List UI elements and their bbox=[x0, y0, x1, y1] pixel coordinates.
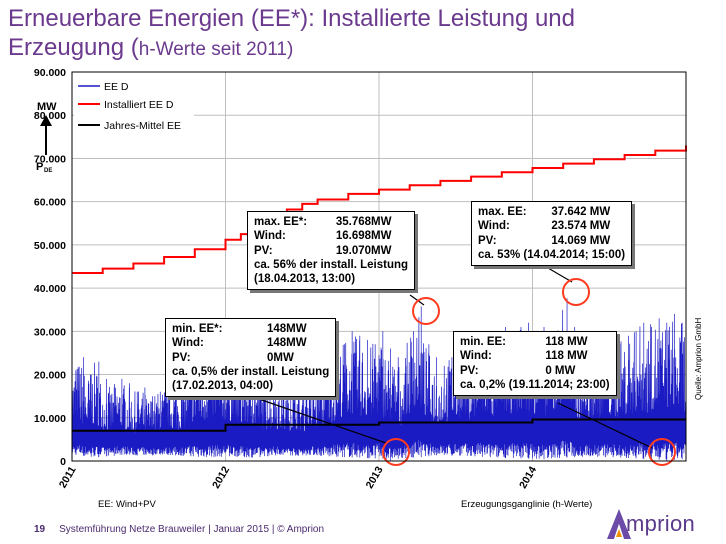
max2014-row2-key: Wind: bbox=[478, 220, 510, 233]
max2014-row1-value: 37.642 MW bbox=[551, 206, 611, 218]
axis-unit-label: MW bbox=[37, 101, 57, 113]
title-line-2: Erzeugung (h-Werte seit 2011) bbox=[8, 33, 575, 64]
x-tick-label: 2013 bbox=[364, 464, 386, 490]
x-tick-label: 2014 bbox=[517, 464, 539, 490]
min2014-row4: ca. 0,2% (19.11.2014; 23:00) bbox=[460, 378, 610, 391]
min2013-row5: (17.02.2013, 04:00) bbox=[172, 380, 274, 393]
min2014-row2-value: 118 MW bbox=[545, 350, 588, 363]
min2014-row3-value: 0 MW bbox=[545, 364, 576, 377]
y-axis-tick-labels: 0 10.000 20.000 30.000 40.000 50.000 60.000 70.… bbox=[34, 67, 66, 468]
annotation-leader-lines bbox=[255, 267, 653, 449]
ee-d-line bbox=[71, 298, 687, 461]
plot-frame bbox=[71, 71, 687, 462]
min2014-row1-key: min. EE: bbox=[460, 336, 507, 348]
y-tick-label: 90.000 bbox=[34, 67, 66, 79]
slide-footer: 19 Systemführung Netze Brauweiler | Janua… bbox=[34, 524, 324, 535]
min2013-row3-key: PV: bbox=[172, 351, 191, 364]
title-line-2-sub: h-Werte seit 2011) bbox=[138, 39, 294, 60]
legend-label-installed: Installiert EE D bbox=[104, 99, 174, 111]
page-number: 19 bbox=[34, 524, 46, 535]
max2014-row4: ca. 53% (14.04.2014; 15:00) bbox=[478, 248, 626, 261]
max2014-row3-value: 14.069 MW bbox=[551, 234, 611, 247]
leader-max-2013 bbox=[409, 294, 425, 306]
slide-title: Erneuerbare Energien (EE*): Installierte… bbox=[8, 4, 575, 64]
y-tick-label: 20.000 bbox=[34, 370, 66, 382]
highlight-circle bbox=[648, 438, 676, 466]
y-tick-label: 10.000 bbox=[34, 413, 66, 425]
annotation-max-2013: max. EE*: 35.768MW Wind: 16.698MW PV: 19.07… bbox=[247, 211, 416, 291]
min2013-row1-value: 148MW bbox=[266, 323, 307, 335]
highlight-circles bbox=[382, 278, 676, 466]
x-tick-label: 2012 bbox=[210, 464, 232, 490]
annotation-min-2013: min. EE*: 148MW Wind: 148MW PV: 0MW ca. 0,5… bbox=[165, 318, 337, 398]
y-tick-label: 50.000 bbox=[34, 240, 66, 252]
title-line-2-prefix: Erzeugung ( bbox=[8, 34, 139, 61]
axis-symbol-subscript: DE bbox=[44, 168, 52, 174]
note-ee-definition: EE: Wind+PV bbox=[98, 499, 156, 510]
x-tick-label: 2011 bbox=[57, 464, 79, 490]
max2013-row3-value: 19.070MW bbox=[335, 244, 392, 257]
highlight-circle bbox=[562, 278, 590, 306]
note-generation-curve: Erzeugungsganglinie (h-Werte) bbox=[461, 499, 593, 510]
min2013-row2-value: 148MW bbox=[266, 337, 307, 350]
title-line-1: Erneuerbare Energien (EE*): Installierte… bbox=[8, 5, 575, 32]
highlight-circle bbox=[412, 297, 440, 325]
amprion-logo: mprion bbox=[606, 508, 718, 540]
min2014-row3-key: PV: bbox=[460, 364, 479, 377]
y-tick-label: 0 bbox=[60, 456, 66, 468]
max2013-row1-key: max. EE*: bbox=[254, 216, 308, 228]
annual-mean-series bbox=[72, 418, 686, 432]
max2014-row3-key: PV: bbox=[478, 234, 497, 247]
y-tick-label: 60.000 bbox=[34, 197, 66, 209]
axis-unit-annotation: MW P DE bbox=[36, 101, 57, 174]
annotation-max-2014: max. EE: 37.642 MW Wind: 23.574 MW PV: 14.0… bbox=[471, 201, 633, 267]
y-tick-label: 80.000 bbox=[34, 110, 66, 122]
axis-arrow-head bbox=[40, 115, 52, 126]
x-axis-tick-labels: 2011 2012 2013 2014 bbox=[57, 464, 539, 490]
amprion-logo-text: mprion bbox=[626, 511, 696, 536]
amprion-logo-mark bbox=[607, 509, 631, 539]
min2013-row1-key: min. EE*: bbox=[172, 323, 223, 335]
max2014-row2-value: 23.574 MW bbox=[551, 220, 611, 233]
max2013-row4: ca. 56% der install. Leistung bbox=[254, 258, 409, 271]
min2014-row2-key: Wind: bbox=[460, 350, 492, 363]
y-tick-label: 40.000 bbox=[34, 283, 66, 295]
ee-d-series bbox=[71, 298, 687, 461]
max2013-row2-value: 16.698MW bbox=[335, 230, 392, 243]
footer-text: Systemführung Netze Brauweiler | Januar … bbox=[59, 524, 325, 535]
chart-legend: EE D Installiert EE D Jahres-Mittel EE bbox=[74, 74, 194, 136]
legend-label-mean: Jahres-Mittel EE bbox=[104, 120, 181, 132]
y-tick-label: 70.000 bbox=[34, 153, 66, 165]
installed-ee-line bbox=[72, 145, 687, 274]
annotation-min-2014: min. EE: 118 MW Wind: 118 MW PV: 0 MW ca. 0… bbox=[453, 331, 617, 397]
source-note: Quelle: Amprion GmbH bbox=[694, 317, 703, 400]
max2014-row1-key: max. EE: bbox=[478, 206, 527, 218]
max2013-row3-key: PV: bbox=[254, 244, 273, 257]
y-tick-label: 30.000 bbox=[34, 326, 66, 338]
annual-mean-line bbox=[72, 418, 686, 432]
max2013-row2-key: Wind: bbox=[254, 230, 286, 243]
legend-label-ee-d: EE D bbox=[104, 81, 129, 93]
max2013-row5: (18.04.2013, 13:00) bbox=[254, 273, 356, 286]
min2013-row4: ca. 0,5% der install. Leistung bbox=[172, 365, 330, 378]
max2013-row1-value: 35.768MW bbox=[335, 216, 392, 228]
installed-ee-series bbox=[72, 145, 687, 274]
min2014-row1-value: 118 MW bbox=[545, 336, 588, 348]
axis-symbol: P bbox=[36, 161, 43, 173]
highlight-circle bbox=[382, 438, 410, 466]
min2013-row2-key: Wind: bbox=[172, 337, 204, 350]
leader-min-2014 bbox=[557, 402, 653, 449]
leader-min-2013 bbox=[255, 397, 387, 444]
min2013-row3-value: 0MW bbox=[266, 351, 294, 364]
leader-max-2014 bbox=[547, 267, 573, 283]
